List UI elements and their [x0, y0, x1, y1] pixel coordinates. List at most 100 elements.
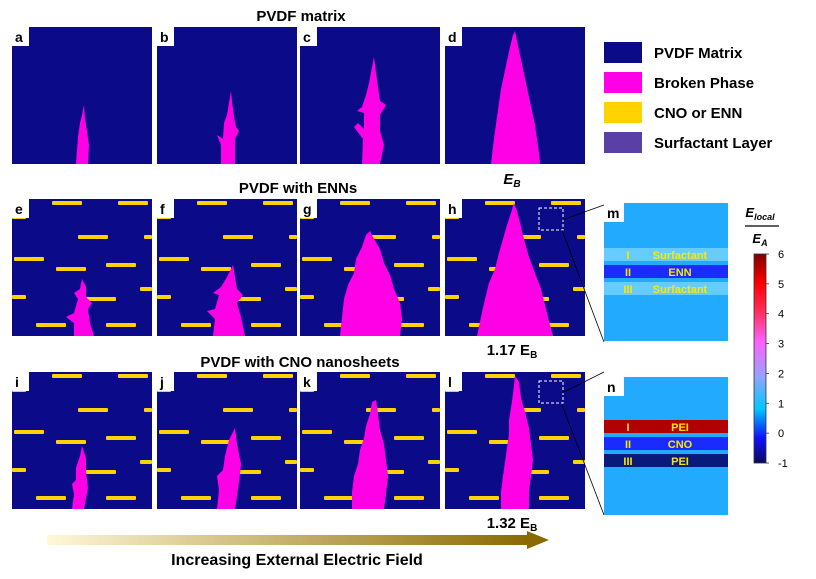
legend-swatch — [604, 102, 642, 123]
legend-label: Surfactant Layer — [654, 135, 773, 152]
inset-layer-numeral: II — [625, 439, 631, 451]
zoom-connectors — [561, 204, 605, 516]
filler-bar — [394, 323, 424, 327]
panel-i: i — [12, 372, 152, 509]
colorbar-tick-label: 4 — [778, 309, 784, 321]
broken-phase-tree — [477, 203, 553, 336]
field-arrow-head — [527, 531, 549, 549]
zoom-box — [538, 207, 564, 231]
filler-bar — [551, 201, 581, 205]
filler-bar — [52, 201, 82, 205]
panel-c: c — [300, 27, 440, 164]
filler-bar — [394, 436, 424, 440]
filler-bar — [432, 408, 440, 412]
filler-bar — [223, 408, 253, 412]
filler-bar — [302, 430, 332, 434]
arrow-label: Increasing External Electric Field — [171, 552, 423, 569]
inset-layer-numeral: I — [626, 422, 629, 434]
panel-letter: i — [15, 374, 19, 390]
panel-d: d — [445, 27, 585, 164]
legend-swatch — [604, 132, 642, 153]
inset-layer — [604, 437, 728, 450]
filler-bar — [394, 263, 424, 267]
filler-bar — [577, 235, 585, 239]
panel-letter-box — [12, 27, 29, 46]
filler-bar — [263, 201, 293, 205]
broken-phase-tree — [491, 31, 540, 164]
panel-letter-box — [300, 199, 317, 218]
filler-bar — [159, 257, 189, 261]
filler-bar — [302, 257, 332, 261]
broken-phase-tree — [76, 105, 89, 164]
panel-letter-box — [300, 372, 317, 391]
panel-k: k — [300, 372, 440, 509]
panel-letter: k — [303, 374, 311, 390]
panel-letter-box — [157, 199, 174, 218]
panel-e: e — [12, 199, 152, 336]
inset-layer-numeral: III — [623, 456, 632, 468]
inset-layer-numeral: I — [626, 250, 629, 262]
row-title-pvdf-cno: PVDF with CNO nanosheets — [200, 354, 399, 371]
broken-phase-tree — [501, 376, 533, 509]
filler-bar — [285, 287, 297, 291]
broken-phase-tree — [354, 57, 386, 164]
colorbar-tick-label: 6 — [778, 249, 784, 261]
inset-layer — [604, 265, 728, 278]
filler-bar — [197, 374, 227, 378]
colorbar-tick-label: 1 — [778, 398, 784, 410]
filler-bar — [223, 235, 253, 239]
filler-bar — [86, 297, 116, 301]
filler-bars — [157, 201, 297, 327]
broken-phase-tree — [207, 265, 245, 336]
row-title-pvdf-enn: PVDF with ENNs — [239, 180, 357, 197]
inset-layer — [604, 454, 728, 467]
filler-bar — [52, 374, 82, 378]
panel-letter: g — [303, 201, 312, 217]
filler-bar — [181, 323, 211, 327]
inset-n: I PEI II CNO III PEI n — [604, 377, 728, 515]
filler-bar — [406, 201, 436, 205]
cno-eb-label: 1.32 EB — [487, 515, 538, 534]
field-arrow — [47, 531, 549, 549]
panel-letter-box — [12, 372, 29, 391]
filler-bar — [539, 263, 569, 267]
filler-bar — [289, 408, 297, 412]
inset-layer-numeral: II — [625, 267, 631, 279]
colorbar-tick-label: 0 — [778, 428, 784, 440]
filler-bar — [324, 496, 354, 500]
colorbar-title-bottom: EA — [752, 231, 767, 248]
filler-bar — [428, 460, 440, 464]
filler-bar — [159, 430, 189, 434]
filler-bar — [106, 263, 136, 267]
filler-bar — [300, 468, 314, 472]
inset-layer-label: PEI — [671, 422, 689, 434]
filler-bar — [36, 323, 66, 327]
inset-layer-label: ENN — [668, 267, 691, 279]
panel-letter-box — [300, 27, 317, 46]
panel-letter: a — [15, 29, 23, 45]
filler-bar — [485, 374, 515, 378]
panel-letter-box — [157, 372, 174, 391]
filler-bar — [140, 287, 152, 291]
panel-l: l — [445, 372, 585, 509]
enn-eb-label: 1.17 EB — [487, 342, 538, 361]
filler-bar — [485, 201, 515, 205]
broken-phase-tree — [352, 400, 388, 509]
filler-bar — [300, 295, 314, 299]
filler-bar — [56, 267, 86, 271]
filler-bar — [201, 267, 231, 271]
inset-layer-label: PEI — [671, 456, 689, 468]
filler-bar — [56, 440, 86, 444]
filler-bar — [428, 287, 440, 291]
filler-bar — [340, 374, 370, 378]
filler-bar — [36, 496, 66, 500]
panel-letter-box — [445, 27, 462, 46]
colorbar-tick-label: 5 — [778, 279, 784, 291]
inset-layer — [604, 282, 728, 295]
inset-layer — [604, 248, 728, 261]
filler-bar — [263, 374, 293, 378]
filler-bar — [445, 295, 459, 299]
legend-label: PVDF Matrix — [654, 45, 743, 62]
filler-bar — [201, 440, 231, 444]
